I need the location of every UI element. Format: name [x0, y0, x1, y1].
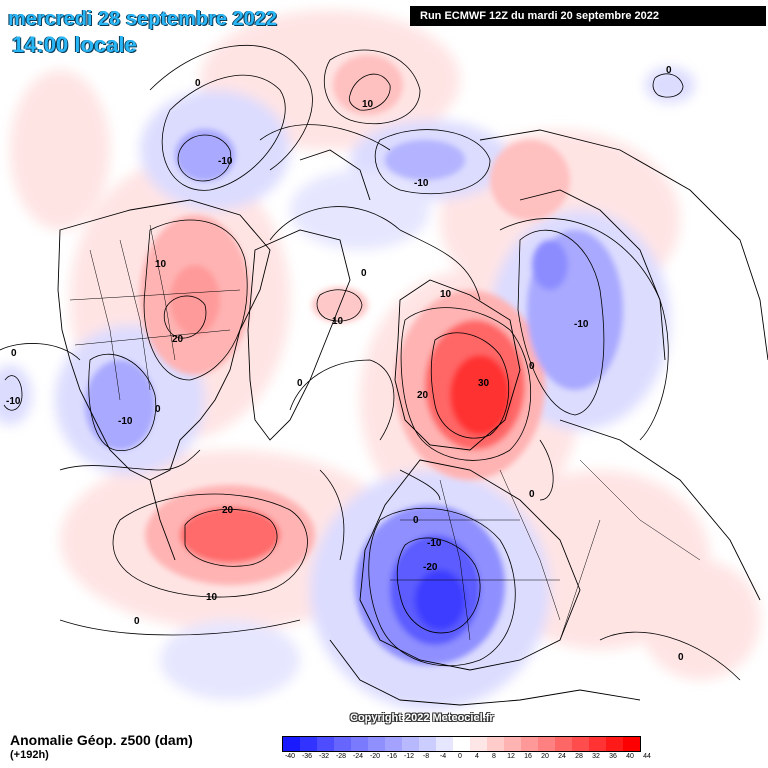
legend-tick: 20 — [541, 753, 549, 760]
label-0-west-edge: 0 — [11, 348, 17, 359]
label-0-russia: 0 — [529, 361, 535, 372]
label-30-scandinavia: 30 — [478, 378, 490, 389]
legend-swatch-12 — [487, 737, 504, 751]
legend-tick: 0 — [458, 753, 462, 760]
legend-swatches — [282, 736, 641, 752]
label-0-southwest: 0 — [134, 616, 140, 627]
legend-swatch-10 — [453, 737, 470, 751]
label-minus10-east: -10 — [574, 319, 589, 330]
label-minus10-europe: -10 — [427, 538, 442, 549]
legend-swatch-16 — [555, 737, 572, 751]
label-minus10-us: -10 — [118, 416, 133, 427]
label-0-southeast: 0 — [678, 652, 684, 663]
label-0-arctic: 0 — [361, 268, 367, 279]
legend-tick: -36 — [301, 753, 313, 760]
legend-ticks: -40 -36 -32 -28 -24 -20 -16 -12 -8 -4 0 4 8 12 16 20 24 2… — [282, 752, 651, 764]
label-0-northwest: 0 — [195, 78, 201, 89]
label-20-scandinavia: 20 — [417, 390, 429, 401]
legend-tick: -20 — [369, 753, 381, 760]
legend-swatch-9 — [436, 737, 453, 751]
legend-tick: -8 — [422, 753, 430, 760]
legend-tick: -40 — [284, 753, 296, 760]
label-10-arctic: 10 — [332, 316, 344, 327]
label-minus20-europe: -20 — [423, 562, 438, 573]
legend-swatch-2 — [317, 737, 334, 751]
variable-title: Anomalie Géop. z500 (dam) — [10, 732, 193, 748]
legend-swatch-13 — [504, 737, 521, 751]
label-0-northeast: 0 — [666, 65, 672, 76]
label-0-iberia: 0 — [413, 515, 419, 526]
label-0-greenland: 0 — [297, 378, 303, 389]
legend-swatch-6 — [385, 737, 402, 751]
legend-swatch-19 — [606, 737, 623, 751]
legend-swatch-14 — [521, 737, 538, 751]
legend-tick: -16 — [386, 753, 398, 760]
label-minus10-north-pacific: -10 — [218, 156, 233, 167]
legend-tick: 4 — [475, 753, 479, 760]
color-legend: -40 -36 -32 -28 -24 -20 -16 -12 -8 -4 0 4 8 12 16 20 24 2… — [282, 736, 651, 764]
label-10-north: 10 — [362, 99, 374, 110]
legend-tick: 8 — [492, 753, 496, 760]
legend-swatch-18 — [589, 737, 606, 751]
legend-swatch-17 — [572, 737, 589, 751]
copyright: Copyright 2022 Meteociel.fr — [350, 712, 494, 724]
label-10-scandinavia-north: 10 — [440, 289, 452, 300]
legend-swatch-3 — [334, 737, 351, 751]
label-minus10-west-edge: -10 — [6, 396, 21, 407]
legend-swatch-5 — [368, 737, 385, 751]
legend-tick: -24 — [352, 753, 364, 760]
label-0-atlantic-west: 0 — [155, 404, 161, 415]
legend-swatch-8 — [419, 737, 436, 751]
label-0-east-europe: 0 — [529, 489, 535, 500]
coastlines — [57, 129, 768, 706]
legend-tick: 12 — [507, 753, 515, 760]
legend-swatch-20 — [623, 737, 640, 751]
label-10-atlantic: 10 — [206, 592, 218, 603]
borders — [69, 224, 701, 641]
contour-labels: 0 -10 10 0 -10 10 20 0 10 10 -10 0 -10 -… — [6, 65, 684, 663]
legend-tick: 32 — [592, 753, 600, 760]
forecast-date: mercredi 28 septembre 2022 — [8, 8, 278, 30]
label-minus10-north-central: -10 — [414, 178, 429, 189]
legend-swatch-15 — [538, 737, 555, 751]
label-20-atlantic: 20 — [222, 505, 234, 516]
legend-swatch-11 — [470, 737, 487, 751]
footer: Anomalie Géop. z500 (dam) (+192h) -40 -36… — [0, 728, 768, 768]
legend-swatch-0 — [283, 737, 300, 751]
legend-tick: -12 — [403, 753, 415, 760]
legend-tick: -32 — [318, 753, 330, 760]
label-20-canada: 20 — [172, 334, 184, 345]
legend-swatch-1 — [300, 737, 317, 751]
legend-tick: 36 — [609, 753, 617, 760]
geopotential-anomaly-map: 0 -10 10 0 -10 10 20 0 10 10 -10 0 -10 -… — [0, 10, 768, 710]
contour-lines — [0, 44, 741, 681]
legend-swatch-4 — [351, 737, 368, 751]
legend-tick: 40 — [626, 753, 634, 760]
legend-tick: 44 — [643, 753, 651, 760]
forecast-local-time: 14:00 locale — [12, 32, 137, 57]
legend-tick: 16 — [524, 753, 532, 760]
legend-swatch-7 — [402, 737, 419, 751]
legend-tick: 28 — [575, 753, 583, 760]
legend-tick: -28 — [335, 753, 347, 760]
legend-tick: 24 — [558, 753, 566, 760]
lead-time: (+192h) — [10, 749, 49, 761]
legend-tick: -4 — [439, 753, 447, 760]
model-run-info: Run ECMWF 12Z du mardi 20 septembre 2022 — [410, 6, 766, 26]
label-10-canada: 10 — [155, 259, 167, 270]
